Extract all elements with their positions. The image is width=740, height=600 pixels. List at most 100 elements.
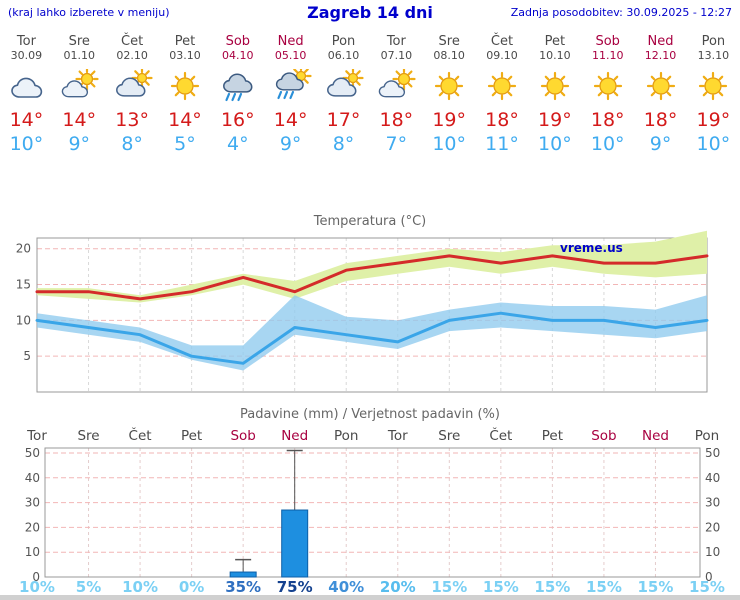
y-tick-label-right: 0 [705, 570, 713, 584]
sunny-icon [528, 69, 581, 103]
precip-probability-label: 10% [122, 578, 158, 596]
high-temp: 14° [62, 109, 97, 131]
high-temp: 13° [115, 109, 149, 131]
precip-day-label: Sob [230, 428, 255, 444]
precipitation-chart-title: Padavine (mm) / Verjetnost padavin (%) [240, 407, 500, 422]
sunny-icon [687, 69, 740, 103]
forecast-day[interactable]: Čet 09.10 18° 11° [476, 34, 529, 155]
forecast-day[interactable]: Sob 11.10 18° 10° [581, 34, 634, 155]
day-date: 04.10 [222, 49, 254, 62]
rain-sun-icon [264, 65, 317, 103]
sunny-icon [581, 69, 634, 103]
precip-day-label: Pet [181, 428, 202, 444]
day-name: Pet [174, 34, 196, 49]
y-tick-label: 20 [16, 242, 31, 256]
y-tick-label-left: 20 [25, 520, 40, 534]
temperature-chart-svg: 5 10 15 20 vreme.us [16, 230, 709, 393]
forecast-day[interactable]: Pet 03.10 14° 5° [159, 34, 212, 155]
y-tick-label-right: 40 [705, 471, 720, 485]
day-date: 01.10 [63, 49, 96, 62]
day-date: 30.09 [10, 49, 43, 62]
forecast-day[interactable]: Ned 05.10 14° 9° [264, 34, 317, 155]
precip-probability-label: 20% [380, 578, 416, 596]
high-temp: 16° [220, 109, 255, 131]
sunny-icon [423, 69, 476, 103]
forecast-row: Tor 30.09 14° 10° Sre 01.10 14° 9° Čet 02.10 13° 8°… [0, 34, 740, 155]
partly-cloudy-icon [53, 67, 106, 103]
day-date: 12.10 [644, 49, 677, 62]
day-name: Pon [331, 34, 356, 49]
day-date: 09.10 [486, 49, 518, 62]
day-name: Ned [277, 34, 304, 49]
y-tick-label-right: 50 [705, 446, 720, 460]
y-tick-label-left: 50 [25, 446, 40, 460]
mostly-cloudy-icon [317, 67, 370, 103]
forecast-day[interactable]: Čet 02.10 13° 8° [106, 34, 159, 155]
forecast-day[interactable]: Sob 04.10 16° 4° [211, 34, 264, 155]
day-name: Pet [544, 34, 566, 49]
low-temp: 9° [279, 133, 302, 155]
day-name: Sob [225, 34, 251, 49]
day-date: 07.10 [380, 49, 413, 62]
low-temp: 7° [385, 133, 408, 155]
low-temp: 8° [121, 133, 143, 155]
low-temp: 10° [432, 133, 467, 155]
high-temp: 19° [538, 109, 572, 131]
sunny-icon [159, 69, 212, 103]
high-temp: 19° [432, 109, 467, 131]
high-temp: 14° [168, 109, 202, 131]
precip-bar [281, 509, 309, 578]
day-date: 11.10 [591, 49, 624, 62]
day-date: 06.10 [327, 49, 360, 62]
temperature-band [37, 295, 707, 371]
forecast-day[interactable]: Pet 10.10 19° 10° [528, 34, 581, 155]
precip-probability-label: 15% [689, 578, 725, 596]
y-tick-label-right: 20 [705, 520, 720, 534]
low-temp: 10° [590, 133, 625, 155]
precip-day-label: Pon [695, 428, 719, 444]
precip-probability-label: 40% [328, 578, 364, 596]
forecast-day[interactable]: Pon 13.10 19° 10° [687, 34, 740, 155]
precip-day-label: Ned [642, 428, 669, 444]
y-tick-label-left: 0 [32, 570, 40, 584]
day-date: 10.10 [539, 49, 571, 62]
day-date: 02.10 [116, 49, 148, 62]
precip-day-label: Pon [334, 428, 358, 444]
y-tick-label: 10 [16, 313, 31, 327]
precip-probability-label: 15% [586, 578, 622, 596]
forecast-day[interactable]: Tor 07.10 18° 7° [370, 34, 423, 155]
low-temp: 11° [485, 133, 519, 155]
high-temp: 18° [643, 109, 678, 131]
day-date: 08.10 [433, 49, 465, 62]
forecast-day[interactable]: Pon 06.10 17° 8° [317, 34, 370, 155]
forecast-day[interactable]: Tor 30.09 14° 10° [0, 34, 53, 155]
bottom-scrollbar[interactable] [0, 595, 740, 600]
day-name: Tor [386, 34, 406, 49]
sunny-icon [634, 69, 687, 103]
forecast-day[interactable]: Sre 08.10 19° 10° [423, 34, 476, 155]
sunny-icon [476, 69, 529, 103]
plot-border [44, 447, 701, 578]
day-name: Ned [647, 34, 674, 49]
precip-probability-label: 75% [277, 578, 313, 596]
cloudy-icon [0, 69, 53, 103]
precip-day-label: Tor [387, 428, 408, 444]
partly-cloudy-icon [370, 67, 423, 103]
precip-probability-label: 5% [76, 578, 101, 596]
precip-probability-label: 15% [431, 578, 467, 596]
y-tick-label-right: 10 [705, 545, 720, 559]
day-name: Čet [490, 34, 514, 49]
low-temp: 4° [227, 133, 249, 155]
day-name: Tor [16, 34, 36, 49]
day-date: 13.10 [697, 49, 730, 62]
precip-day-label: Pet [542, 428, 563, 444]
day-name: Sob [595, 34, 620, 49]
precip-day-label: Sre [438, 428, 460, 444]
mostly-cloudy-icon [106, 67, 159, 103]
forecast-day[interactable]: Sre 01.10 14° 9° [53, 34, 106, 155]
precip-bar [229, 571, 257, 578]
low-temp: 5° [174, 133, 196, 155]
forecast-day[interactable]: Ned 12.10 18° 9° [634, 34, 687, 155]
high-temperature-line [35, 254, 709, 301]
